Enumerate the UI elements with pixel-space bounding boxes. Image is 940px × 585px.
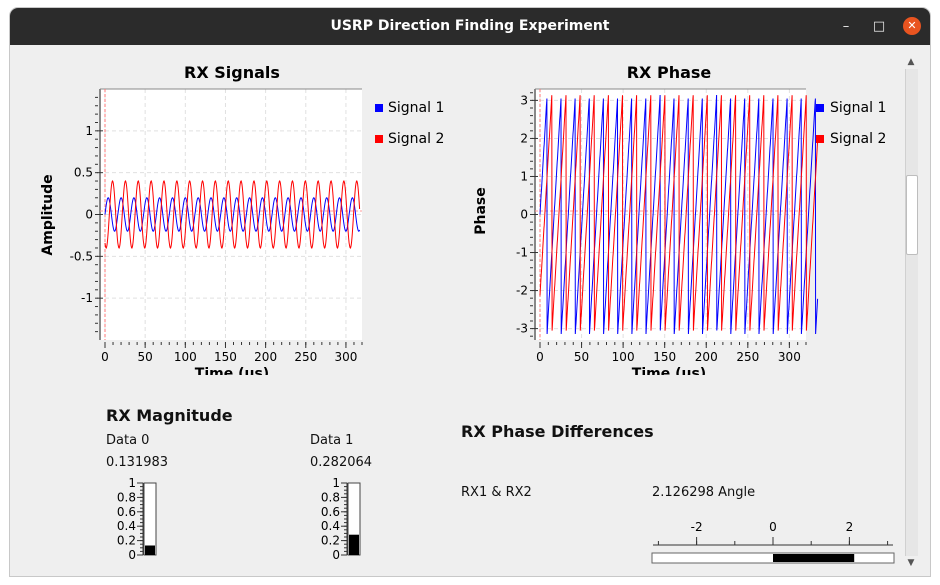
phase-diff-tick-label: 2 <box>846 520 854 534</box>
magnitude-tick-label: 0.4 <box>321 519 340 533</box>
data0-value: 0.131983 <box>106 455 169 470</box>
magnitude-tick-label: 0.8 <box>321 490 340 504</box>
rx-signals-ytick-label: 0 <box>85 208 93 222</box>
rx-phase-ytick-label: -2 <box>516 284 528 298</box>
close-icon[interactable]: ✕ <box>903 17 921 35</box>
phase-diff-tick-label: 0 <box>769 520 777 534</box>
rx-signals-xtick-label: 50 <box>138 350 153 364</box>
rx-phase-x-axis: 0 50 100 150 200 250 300 <box>536 342 807 364</box>
magnitude-tick-label: 0.2 <box>117 534 136 548</box>
rx-signals-xtick-label: 300 <box>334 350 357 364</box>
rx-phase-ytick-label: -3 <box>516 322 528 336</box>
rx-phase-ytick-label: 0 <box>520 208 528 222</box>
rx-signals-xlabel: Time (us) <box>195 366 269 375</box>
rx-phase-xtick-label: 150 <box>653 350 676 364</box>
rx-signals-xtick-label: 150 <box>214 350 237 364</box>
magnitude-tick-label: 1 <box>128 476 136 490</box>
legend-signal-1: Signal 1 <box>388 100 444 116</box>
phase-legend-signal-1: Signal 1 <box>830 100 886 116</box>
legend-swatch-signal-2 <box>375 135 383 143</box>
rx-signals-x-axis: 0 50 100 150 200 250 300 <box>101 342 363 364</box>
rx-phase-ytick-label: 2 <box>520 131 528 145</box>
pair-label: RX1 & RX2 <box>461 485 532 500</box>
rx-magnitude-title: RX Magnitude <box>106 406 233 425</box>
signal-2-line <box>104 180 361 249</box>
phase-diff-value: 2.126298 Angle <box>652 485 756 500</box>
phase-signal-2-line <box>539 95 819 331</box>
rx-phase-ytick-label: 3 <box>520 93 528 107</box>
magnitude-tick-label: 0 <box>332 548 340 562</box>
data0-bar-frame <box>143 482 157 556</box>
magnitude-tick-label: 1 <box>332 476 340 490</box>
rx-phase-xtick-label: 250 <box>736 350 759 364</box>
rx-phase-ylabel: Phase <box>473 187 489 235</box>
magnitude-tick-label: 0 <box>128 548 136 562</box>
rx-phase-y-axis: 3 2 1 0 -1 -2 -3 <box>516 92 538 337</box>
rx-signals-xtick-label: 200 <box>254 350 277 364</box>
maximize-icon[interactable]: □ <box>872 19 886 34</box>
data1-label: Data 1 <box>310 433 354 448</box>
magnitude-tick-label: 0.2 <box>321 534 340 548</box>
title-bar: USRP Direction Finding Experiment – □ ✕ <box>10 8 930 45</box>
rx-phase-ytick-label: 1 <box>520 169 528 183</box>
phase-diff-scale: -2 0 2 <box>651 520 895 564</box>
data1-thermo: 10.80.60.40.20 <box>321 476 361 562</box>
rx-signals-ytick-label: -0.5 <box>70 249 93 263</box>
rx-signals-xtick-label: 100 <box>174 350 197 364</box>
rx-phase-xtick-label: 100 <box>612 350 635 364</box>
rx-phase-xtick-label: 300 <box>778 350 801 364</box>
data0-label: Data 0 <box>106 433 150 448</box>
data0-thermo: 10.80.60.40.20 <box>117 476 157 562</box>
rx-signals-ytick-label: 0.5 <box>74 166 93 180</box>
rx-signals-y-axis: 1 0.5 0 -0.5 -1 <box>70 96 103 333</box>
magnitude-tick-label: 0.4 <box>117 519 136 533</box>
scroll-up-icon[interactable]: ▲ <box>907 57 915 67</box>
rx-signals-ytick-label: 1 <box>85 124 93 138</box>
minimize-icon[interactable]: – <box>842 19 850 34</box>
rx-phase-xtick-label: 200 <box>695 350 718 364</box>
rx-signals-ytick-label: -1 <box>81 291 93 305</box>
magnitude-tick-label: 0.6 <box>321 505 340 519</box>
legend-signal-2: Signal 2 <box>388 131 444 147</box>
rx-phase-xtick-label: 0 <box>536 350 544 364</box>
rx-phase-title: RX Phase <box>627 63 712 82</box>
phase-legend-signal-2: Signal 2 <box>830 131 886 147</box>
phase-legend-swatch-signal-2 <box>816 135 824 143</box>
main-content: RX Signals 1 0.5 0 -0.5 -1 0 50 100 150 200 250 30… <box>10 45 930 576</box>
rx-phase-ytick-label: -1 <box>516 246 528 260</box>
scroll-down-icon[interactable]: ▼ <box>907 558 915 568</box>
magnitude-tick-label: 0.8 <box>117 490 136 504</box>
app-window: USRP Direction Finding Experiment – □ ✕ … <box>10 8 930 576</box>
rx-signals-xtick-label: 0 <box>101 350 109 364</box>
window-title: USRP Direction Finding Experiment <box>330 18 610 34</box>
phase-legend-swatch-signal-1 <box>816 104 824 112</box>
legend-swatch-signal-1 <box>375 104 383 112</box>
data1-bar-fill <box>349 534 359 555</box>
rx-phase-xtick-label: 50 <box>574 350 589 364</box>
rx-signals-title: RX Signals <box>184 63 280 82</box>
scroll-track[interactable] <box>905 69 918 556</box>
phase-diff-tick-label: -2 <box>691 520 703 534</box>
vertical-scrollbar[interactable]: ▲ ▼ <box>904 55 918 570</box>
rx-signals-plot: RX Signals 1 0.5 0 -0.5 -1 0 50 100 150 200 250 30… <box>40 63 444 375</box>
rx-phase-plot: RX Phase 3 2 1 0 -1 -2 -3 0 50 100 150 200 250 300 T… <box>473 63 886 375</box>
phase-diff-bar-fill <box>773 554 855 562</box>
rx-signals-xtick-label: 250 <box>294 350 317 364</box>
rx-phase-xlabel: Time (us) <box>632 366 706 375</box>
scroll-thumb[interactable] <box>906 175 918 255</box>
data0-bar-fill <box>145 545 155 555</box>
magnitude-tick-label: 0.6 <box>117 505 136 519</box>
rx-phase-diff-title: RX Phase Differences <box>461 422 654 441</box>
data1-value: 0.282064 <box>310 455 373 470</box>
rx-signals-ylabel: Amplitude <box>40 174 56 255</box>
